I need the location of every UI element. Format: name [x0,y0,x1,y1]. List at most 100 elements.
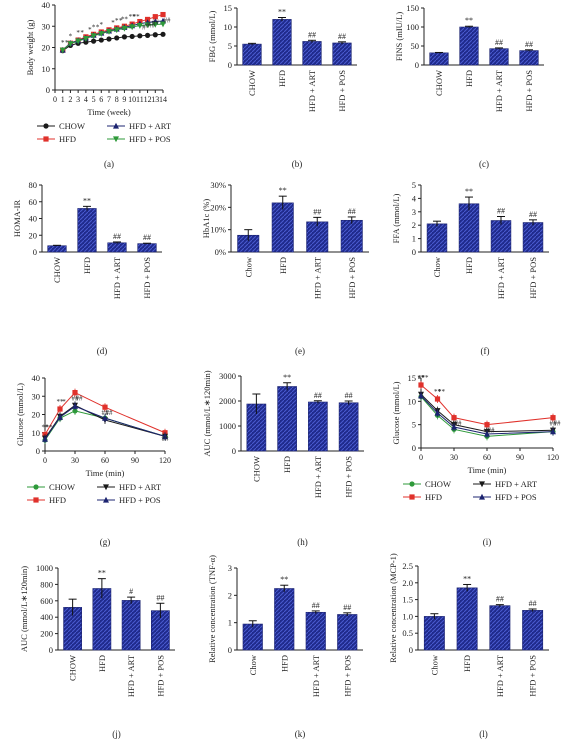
panel-caption: (d) [97,346,108,356]
x-tick-label: HFD + POS [142,257,152,299]
bar [107,242,127,253]
data-point [418,382,424,388]
data-point [114,35,120,41]
x-tick-label: HFD + ART [312,256,322,299]
bar [490,220,512,253]
bar [305,611,326,651]
panel-caption: (j) [112,729,121,739]
x-tick-label: HFD [464,70,474,87]
significance-label: * [92,23,96,31]
significance-label: ## [496,595,504,604]
bar [47,245,67,253]
data-point [136,23,143,29]
significance-label: ## [529,210,537,219]
legend-marker [479,481,485,488]
legend-label: HFD + ART [119,482,162,492]
legend-marker [43,136,49,142]
x-tick-label: Chow [243,256,253,277]
legend-marker [103,496,109,503]
bar [274,588,295,651]
data-point [152,21,159,28]
y-tick-label: 200 [40,629,53,639]
x-tick-label: HFD [97,655,107,672]
data-point [451,415,457,421]
significance-label: * [88,26,92,34]
significance-label: ** [46,424,54,432]
x-tick-label: 30 [71,456,79,465]
x-tick-label: 0 [419,453,423,462]
significance-label: ## [164,17,172,25]
bar [242,43,262,66]
significance-label: ** [42,424,50,432]
significance-label: ** [434,388,442,396]
x-tick-label: 14 [159,95,167,104]
bar [459,26,479,66]
bar [458,203,480,253]
bar [340,219,363,253]
significance-label: # [142,24,146,32]
x-tick-label: Chow [432,256,442,277]
significance-label: * [111,19,115,27]
significance-label: * [62,398,66,406]
significance-label: * [119,17,123,25]
y-tick-label: 0 [46,85,50,95]
bar [302,41,322,66]
x-tick-label: HFD + ART [496,256,506,299]
x-tick-label: HFD + ART [494,69,504,112]
significance-label: ** [418,374,426,382]
x-tick-label: Chow [248,654,258,675]
y-axis-label: Body weight (g) [25,19,35,75]
data-point [121,34,128,40]
y-tick-label: 800 [40,579,53,589]
y-tick-label: 40 [29,214,38,224]
significance-label: ## [554,420,562,428]
panel-caption: (b) [292,159,303,169]
legend: CHOW HFD HFD + ART HFD + POS [27,482,162,505]
chart-panel-e: 0% 10% 20% 30% HbA1c (%) Chow ** HFD ## HFD + ART… [201,180,369,356]
chart-panel-d: 0 20 40 60 80 HOMA-IR CHOW ** HFD ## HFD + ART ## HF… [12,180,162,356]
bar [306,221,329,253]
significance-label: ## [343,603,351,612]
x-tick-label: HFD [82,257,92,274]
x-tick-label: 10 [128,95,136,104]
data-point [72,390,78,396]
y-tick-label: 50 [411,41,420,51]
data-point [418,392,424,399]
panel-caption: (f) [481,346,490,356]
x-tick-label: HFD [464,257,474,274]
x-tick-label: HFD [279,655,289,672]
legend-label: HFD [425,492,442,502]
y-tick-label: 0 [232,446,236,456]
panel-caption: (k) [295,729,306,739]
data-point [90,38,97,44]
y-tick-label: 15 [408,373,417,383]
significance-label: ** [418,374,426,382]
data-point [152,32,158,38]
bar [456,587,478,651]
x-tick-label: HFD + ART [126,654,136,697]
bar [522,222,544,253]
x-tick-label: HFD + ART [495,654,505,697]
significance-label: ## [529,599,537,608]
data-point [106,36,112,42]
data-point [152,14,158,20]
significance-label: * [69,32,73,40]
significance-label: * [100,21,104,29]
data-point [59,47,66,54]
y-tick-label: 1000 [36,563,53,573]
x-tick-label: 120 [547,453,559,462]
significance-label: ## [525,40,533,49]
significance-label: ** [57,398,65,406]
y-tick-label: 0 [36,446,40,456]
legend-label: HFD + POS [495,492,537,502]
bar [426,223,448,253]
bar [277,386,297,452]
data-point [106,28,112,35]
y-tick-label: 0 [415,60,419,70]
y-tick-label: 0 [33,247,37,257]
y-tick-label: 2.0 [402,578,413,588]
y-tick-label: 0 [228,645,232,655]
y-tick-label: 1.5 [402,595,413,605]
panel-caption: (i) [483,537,492,547]
chart-panel-g: 0 10 20 30 40 Glucose (mmol/L) 0 30 60 90 120 Time … [15,373,171,547]
